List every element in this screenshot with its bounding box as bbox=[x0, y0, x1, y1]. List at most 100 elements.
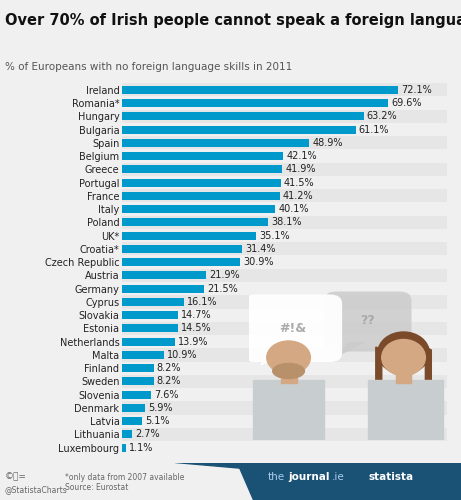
Bar bbox=[122, 232, 256, 239]
Bar bbox=[122, 441, 447, 454]
Polygon shape bbox=[281, 371, 296, 383]
Text: 48.9%: 48.9% bbox=[312, 138, 343, 148]
Bar bbox=[122, 348, 447, 362]
Bar bbox=[122, 86, 398, 94]
Polygon shape bbox=[396, 371, 412, 383]
Bar bbox=[122, 322, 447, 335]
Text: 72.1%: 72.1% bbox=[401, 85, 431, 95]
Polygon shape bbox=[368, 380, 443, 440]
Ellipse shape bbox=[273, 364, 304, 378]
Bar bbox=[122, 428, 447, 441]
Bar bbox=[122, 388, 447, 402]
Bar bbox=[122, 351, 164, 359]
Bar bbox=[122, 402, 447, 414]
Text: 21.9%: 21.9% bbox=[209, 270, 240, 280]
Bar bbox=[122, 284, 204, 292]
Bar bbox=[122, 324, 177, 332]
Text: the: the bbox=[267, 472, 284, 482]
Bar bbox=[122, 126, 356, 134]
Bar bbox=[122, 229, 447, 242]
Bar bbox=[122, 272, 206, 280]
Bar bbox=[122, 136, 447, 149]
Polygon shape bbox=[175, 462, 461, 500]
Bar bbox=[122, 139, 309, 147]
Bar bbox=[122, 83, 447, 96]
Bar bbox=[122, 162, 447, 176]
Bar bbox=[122, 242, 447, 256]
Bar bbox=[122, 110, 447, 123]
Bar bbox=[122, 152, 283, 160]
Text: *only data from 2007 available: *only data from 2007 available bbox=[65, 472, 184, 482]
Text: 41.5%: 41.5% bbox=[284, 178, 314, 188]
Text: 42.1%: 42.1% bbox=[286, 151, 317, 161]
Text: #!&: #!& bbox=[279, 322, 306, 335]
Bar bbox=[122, 362, 447, 375]
FancyBboxPatch shape bbox=[243, 294, 342, 362]
Text: 61.1%: 61.1% bbox=[359, 124, 390, 134]
Bar bbox=[122, 444, 126, 452]
Text: 69.6%: 69.6% bbox=[391, 98, 422, 108]
Text: ©ⓘ=: ©ⓘ= bbox=[5, 472, 26, 482]
Bar bbox=[122, 178, 281, 186]
Bar bbox=[122, 269, 447, 282]
Text: 14.7%: 14.7% bbox=[182, 310, 212, 320]
Bar bbox=[122, 390, 151, 398]
Text: 21.5%: 21.5% bbox=[207, 284, 238, 294]
Text: 41.2%: 41.2% bbox=[283, 191, 313, 201]
Text: 7.6%: 7.6% bbox=[154, 390, 179, 400]
Bar bbox=[122, 218, 268, 226]
Polygon shape bbox=[253, 380, 324, 440]
Bar bbox=[122, 150, 447, 162]
Ellipse shape bbox=[267, 341, 310, 374]
Text: 1.1%: 1.1% bbox=[130, 442, 154, 452]
Polygon shape bbox=[426, 347, 431, 388]
Bar bbox=[122, 96, 447, 110]
Text: ??: ?? bbox=[361, 314, 375, 326]
Text: 40.1%: 40.1% bbox=[278, 204, 309, 214]
Bar bbox=[122, 166, 283, 173]
Text: Source: Eurostat: Source: Eurostat bbox=[65, 482, 128, 492]
Text: 2.7%: 2.7% bbox=[136, 430, 160, 440]
Bar bbox=[122, 308, 447, 322]
Text: 5.9%: 5.9% bbox=[148, 403, 172, 413]
Polygon shape bbox=[376, 347, 382, 388]
Text: .ie: .ie bbox=[332, 472, 345, 482]
Text: % of Europeans with no foreign language skills in 2011: % of Europeans with no foreign language … bbox=[5, 62, 292, 72]
Text: 10.9%: 10.9% bbox=[167, 350, 197, 360]
Bar bbox=[122, 282, 447, 296]
Bar bbox=[122, 256, 447, 269]
Bar bbox=[122, 430, 132, 438]
Polygon shape bbox=[340, 342, 364, 354]
Bar bbox=[122, 202, 447, 215]
Text: 8.2%: 8.2% bbox=[157, 363, 181, 373]
Text: 16.1%: 16.1% bbox=[187, 297, 217, 307]
Text: 8.2%: 8.2% bbox=[157, 376, 181, 386]
Bar bbox=[122, 112, 364, 120]
Bar bbox=[122, 298, 184, 306]
Bar bbox=[122, 364, 154, 372]
Text: journal: journal bbox=[288, 472, 330, 482]
Bar bbox=[122, 338, 175, 345]
Bar bbox=[122, 335, 447, 348]
Text: 14.5%: 14.5% bbox=[181, 324, 211, 334]
Ellipse shape bbox=[384, 342, 423, 376]
Bar bbox=[122, 245, 242, 253]
Bar bbox=[122, 99, 388, 107]
Bar bbox=[122, 311, 178, 319]
Bar bbox=[122, 378, 154, 386]
Bar bbox=[122, 123, 447, 136]
Text: 30.9%: 30.9% bbox=[243, 257, 274, 267]
Bar bbox=[122, 216, 447, 229]
Bar bbox=[122, 205, 276, 213]
Text: 13.9%: 13.9% bbox=[178, 336, 209, 346]
Text: 63.2%: 63.2% bbox=[367, 112, 397, 122]
FancyBboxPatch shape bbox=[324, 292, 412, 352]
Polygon shape bbox=[261, 353, 284, 365]
Bar bbox=[122, 404, 145, 412]
Bar bbox=[122, 258, 240, 266]
Text: 5.1%: 5.1% bbox=[145, 416, 169, 426]
Text: Over 70% of Irish people cannot speak a foreign language: Over 70% of Irish people cannot speak a … bbox=[5, 12, 461, 28]
Bar bbox=[122, 414, 447, 428]
Text: 35.1%: 35.1% bbox=[260, 230, 290, 240]
Text: 31.4%: 31.4% bbox=[245, 244, 276, 254]
